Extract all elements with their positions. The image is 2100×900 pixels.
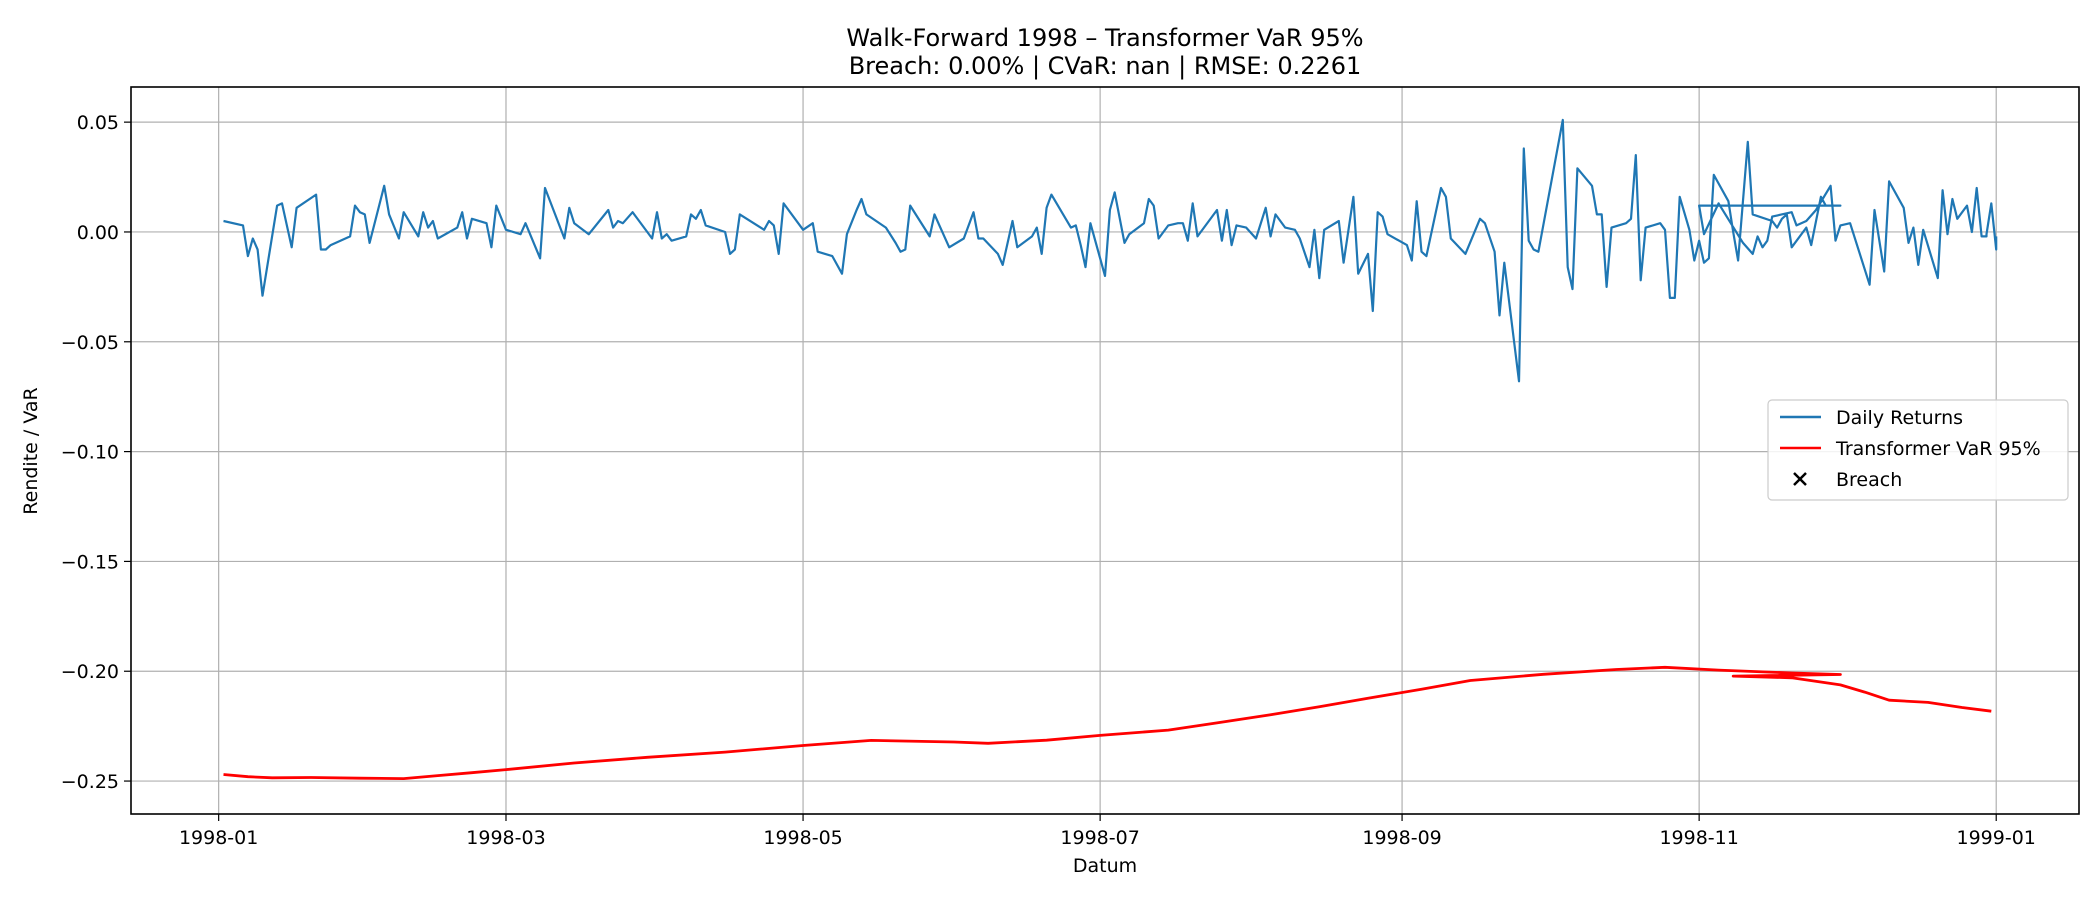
y-tick-label: 0.00 — [77, 222, 119, 244]
legend-label-daily-returns: Daily Returns — [1836, 407, 1963, 429]
y-tick-label: −0.05 — [61, 332, 119, 354]
y-axis-label: Rendite / VaR — [20, 387, 42, 514]
daily-returns-line — [223, 118, 1998, 383]
chart-title: Walk-Forward 1998 – Transformer VaR 95% — [846, 24, 1363, 52]
x-axis: 1998-01 1998-03 1998-05 1998-07 1998-09 1998-… — [179, 814, 2036, 849]
plot-frame — [130, 86, 2080, 815]
y-tick-label: −0.10 — [61, 442, 119, 464]
legend-label-breach: Breach — [1836, 469, 1902, 491]
x-tick-label: 1998-07 — [1060, 827, 1139, 849]
series-layer — [223, 118, 1998, 780]
legend-box — [1767, 399, 2069, 501]
x-tick-label: 1998-05 — [763, 827, 842, 849]
transformer-var-line — [223, 665, 1992, 780]
x-tick-label: 1998-03 — [466, 827, 545, 849]
legend: Daily Returns Transformer VaR 95% Breach — [1767, 399, 2069, 501]
y-tick-label: −0.25 — [61, 771, 119, 793]
x-tick-label: 1998-01 — [179, 827, 258, 849]
x-tick-label: 1998-11 — [1659, 827, 1738, 849]
y-tick-label: −0.20 — [61, 661, 119, 683]
chart-subtitle: Breach: 0.00% | CVaR: nan | RMSE: 0.2261 — [849, 52, 1362, 80]
x-axis-label: Datum — [1073, 855, 1137, 877]
x-tick-label: 1999-01 — [1957, 827, 2036, 849]
y-tick-label: −0.15 — [61, 551, 119, 573]
y-axis: 0.05 0.00 −0.05 −0.10 −0.15 −0.20 −0.25 — [61, 112, 131, 793]
legend-swatch-breach — [1793, 472, 1807, 486]
x-tick-label: 1998-09 — [1362, 827, 1441, 849]
y-tick-label: 0.05 — [77, 112, 119, 134]
legend-label-transformer-var: Transformer VaR 95% — [1835, 438, 2041, 460]
